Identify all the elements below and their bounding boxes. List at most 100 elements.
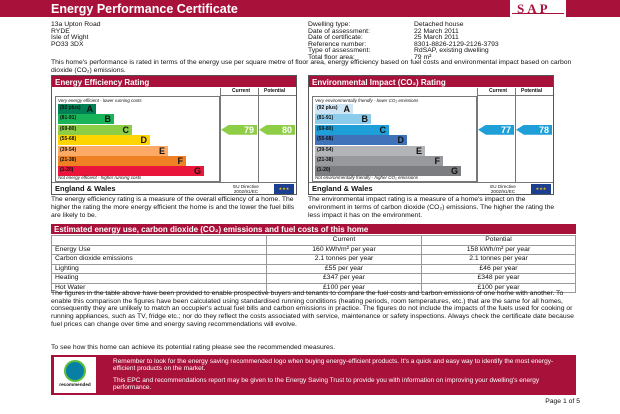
page-header: Energy Performance Certificate bbox=[0, 0, 620, 17]
table-cell: £46 per year bbox=[421, 263, 576, 274]
environment-description: The environmental impact rating is a mea… bbox=[308, 196, 555, 219]
property-row: Date of assessment: 22 March 2011 bbox=[308, 28, 499, 35]
band-letter: B bbox=[361, 114, 369, 125]
rating-bands: Very energy efficient - lower running co… bbox=[55, 96, 220, 182]
table-cell: 160 kWh/m² per year bbox=[266, 244, 422, 255]
eu-flag-icon: ★★★ bbox=[531, 184, 551, 194]
current-rating-arrow: 79 bbox=[221, 124, 257, 135]
band-range: (81-91) bbox=[317, 115, 334, 122]
address-line: PO33 3DX bbox=[51, 40, 84, 48]
band-letter: A bbox=[343, 104, 351, 114]
property-value: 25 March 2011 bbox=[414, 34, 459, 42]
band-letter: A bbox=[86, 104, 94, 114]
property-key: Date of certificate: bbox=[308, 34, 363, 42]
rating-band-f: (21-38) F bbox=[58, 156, 186, 166]
property-row: Total floor area: 79 m² bbox=[308, 54, 499, 61]
energy-saving-trust-logo: recommended bbox=[54, 357, 96, 393]
table-cell: £100 per year bbox=[421, 282, 576, 293]
band-letter: B bbox=[104, 114, 112, 125]
eu-directive: EU Directive 2002/91/EC bbox=[233, 184, 259, 195]
band-range: (81-91) bbox=[60, 115, 77, 122]
efficiency-description: The energy efficiency rating is a measur… bbox=[51, 196, 295, 219]
table-cell: 158 kWh/m² per year bbox=[421, 244, 576, 255]
table-cell: Energy Use bbox=[51, 244, 267, 255]
rating-band-d: (55-68) D bbox=[315, 135, 407, 146]
sap-logo-ribbon bbox=[512, 13, 564, 18]
table-cell: £347 per year bbox=[266, 273, 422, 284]
potential-rating-value: 80 bbox=[281, 124, 292, 135]
property-row: Type of assessment: RdSAP, existing dwell… bbox=[308, 47, 499, 54]
table-header: Current bbox=[266, 235, 422, 246]
estimates-table: Current Potential Energy Use 160 kWh/m² p… bbox=[51, 235, 576, 293]
eu-flag-icon: ★★★ bbox=[274, 184, 294, 194]
table-cell: £55 per year bbox=[266, 263, 422, 274]
page-number: Page 1 of 5 bbox=[545, 398, 580, 405]
table-cell: 2.1 tonnes per year bbox=[421, 254, 576, 265]
logo-label: recommended bbox=[59, 382, 91, 387]
table-row: Energy Use 160 kWh/m² per year 158 kWh/m² … bbox=[51, 244, 576, 255]
property-address: 13a Upton Road RYDE Isle of Wight PO33 3… bbox=[51, 21, 101, 48]
property-key: Dwelling type: bbox=[308, 21, 351, 28]
column-current: Current bbox=[232, 88, 251, 94]
bottom-caption: Not environmentally friendly - higher CO… bbox=[315, 175, 419, 180]
band-letter: G bbox=[450, 166, 458, 177]
column-potential: Potential bbox=[264, 88, 286, 94]
divider bbox=[220, 95, 296, 96]
panel-footer: England & Wales EU Directive 2002/91/EC … bbox=[309, 182, 553, 194]
top-caption: Very energy efficient - lower running co… bbox=[58, 98, 142, 103]
band-range: (69-80) bbox=[317, 125, 334, 132]
rating-band-d: (55-68) D bbox=[58, 135, 150, 146]
band-letter: C bbox=[122, 124, 130, 135]
rating-band-g: (1-20) G bbox=[315, 166, 461, 177]
current-rating-value: 79 bbox=[243, 124, 254, 135]
property-value: 79 m² bbox=[414, 53, 432, 61]
current-rating-value: 77 bbox=[500, 124, 511, 135]
rating-band-b: (81-91) B bbox=[58, 114, 114, 125]
band-range: (92 plus) bbox=[60, 105, 81, 111]
divider bbox=[477, 88, 478, 182]
estimates-title: Estimated energy use, carbon dioxide (CO… bbox=[51, 224, 576, 234]
band-range: (21-38) bbox=[317, 157, 334, 163]
rating-band-g: (1-20) G bbox=[58, 166, 204, 177]
bottom-caption: Not energy efficient - higher running co… bbox=[58, 175, 142, 180]
property-key: Type of assessment: bbox=[308, 47, 371, 55]
property-value: 8301-8826-2129-2126-3793 bbox=[414, 40, 499, 48]
table-header: Potential bbox=[421, 235, 576, 246]
region-label: England & Wales bbox=[55, 184, 116, 193]
band-range: (21-38) bbox=[60, 157, 77, 163]
address-line: 13a Upton Road bbox=[51, 21, 101, 28]
intro-text: This home's performance is rated in term… bbox=[51, 59, 572, 74]
column-current: Current bbox=[489, 88, 508, 94]
address-line: Isle of Wight bbox=[51, 34, 89, 42]
table-cell: Carbon dioxide emissions bbox=[51, 254, 267, 265]
band-range: (39-54) bbox=[317, 146, 334, 153]
table-cell: Lighting bbox=[51, 263, 267, 274]
rating-band-a: (92 plus) A bbox=[58, 104, 96, 114]
panel-footer: England & Wales EU Directive 2002/91/EC … bbox=[52, 182, 296, 194]
band-range: (39-54) bbox=[60, 146, 77, 153]
table-row: Carbon dioxide emissions 2.1 tonnes per y… bbox=[51, 254, 576, 265]
band-range: (69-80) bbox=[60, 125, 77, 132]
potential-rating-value: 78 bbox=[538, 124, 549, 135]
property-key: Total floor area: bbox=[308, 53, 355, 61]
property-key: Reference number: bbox=[308, 40, 367, 48]
table-header-row: Current Potential bbox=[51, 235, 576, 246]
rating-bands: Very environmentally friendly - lower CO… bbox=[312, 96, 477, 182]
eu-directive: EU Directive 2002/91/EC bbox=[490, 184, 516, 195]
band-range: (1-20) bbox=[317, 167, 331, 174]
table-header bbox=[51, 235, 267, 246]
band-range: (55-68) bbox=[60, 136, 77, 143]
table-row: Hot Water £100 per year £100 per year bbox=[51, 282, 576, 293]
band-range: (92 plus) bbox=[317, 105, 338, 111]
environmental-impact-panel: Environmental Impact (CO₂) Rating Curren… bbox=[308, 75, 554, 195]
region-label: England & Wales bbox=[312, 184, 373, 193]
divider bbox=[515, 88, 516, 182]
band-letter: D bbox=[140, 135, 148, 146]
band-range: (1-20) bbox=[60, 167, 74, 174]
band-letter: E bbox=[415, 145, 422, 156]
rating-band-e: (39-54) E bbox=[315, 145, 425, 156]
table-row: Lighting £55 per year £46 per year bbox=[51, 263, 576, 274]
sap-logo: SAP bbox=[510, 0, 566, 20]
potential-rating-arrow: 78 bbox=[516, 124, 552, 135]
property-value: 22 March 2011 bbox=[414, 27, 459, 35]
